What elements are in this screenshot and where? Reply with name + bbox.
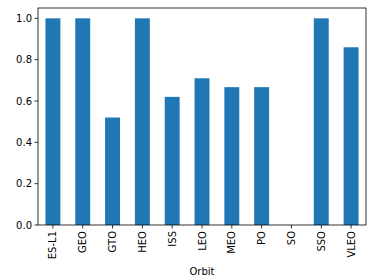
y-tick-label: 0.2	[16, 178, 32, 189]
x-tick	[231, 225, 232, 229]
x-tick-label: ISS	[167, 231, 178, 247]
y-tick-label: 0.6	[16, 96, 32, 107]
x-tick	[172, 225, 173, 229]
x-tick	[291, 225, 292, 229]
bar	[165, 97, 180, 225]
bar	[75, 18, 90, 225]
y-tick	[35, 183, 39, 184]
y-tick	[35, 18, 39, 19]
x-tick	[112, 225, 113, 229]
bar	[105, 118, 120, 225]
bar	[224, 87, 239, 225]
x-tick	[52, 225, 53, 229]
bar	[45, 18, 60, 225]
bar	[195, 78, 210, 225]
y-tick-label: 1.0	[16, 13, 32, 24]
y-tick-label: 0.0	[16, 220, 32, 231]
bar	[254, 87, 269, 225]
x-tick-label: MEO	[226, 231, 237, 254]
y-tick	[35, 101, 39, 102]
x-tick	[142, 225, 143, 229]
y-tick-label: 0.8	[16, 54, 32, 65]
y-tick	[35, 142, 39, 143]
x-tick	[202, 225, 203, 229]
x-tick-label: SO	[286, 231, 297, 245]
x-tick-label: VLEO	[346, 231, 357, 258]
x-tick-label: GEO	[77, 231, 88, 253]
y-tick	[35, 59, 39, 60]
x-tick-label: HEO	[137, 231, 148, 253]
x-tick-label: GTO	[107, 231, 118, 253]
x-tick	[261, 225, 262, 229]
chart-container: 0.0 0.2 0.4 0.6 0.8 1.0 ES-L1 GEO GTO HEO ISS LEO ME…	[0, 0, 372, 280]
bar	[314, 18, 329, 225]
y-tick	[35, 225, 39, 226]
plot-frame	[38, 8, 366, 225]
chart-svg: 0.0 0.2 0.4 0.6 0.8 1.0 ES-L1 GEO GTO HEO ISS LEO ME…	[0, 0, 372, 280]
x-tick	[351, 225, 352, 229]
x-tick	[82, 225, 83, 229]
x-tick	[321, 225, 322, 229]
bar	[344, 47, 359, 225]
x-tick-label: ES-L1	[47, 231, 58, 259]
x-tick-label: SSO	[316, 231, 327, 252]
x-tick-label: LEO	[197, 231, 208, 251]
bar	[135, 18, 150, 225]
bars	[45, 18, 358, 225]
y-tick-label: 0.4	[16, 137, 32, 148]
x-axis-label: Orbit	[189, 266, 214, 277]
x-tick-label: PO	[256, 231, 267, 245]
